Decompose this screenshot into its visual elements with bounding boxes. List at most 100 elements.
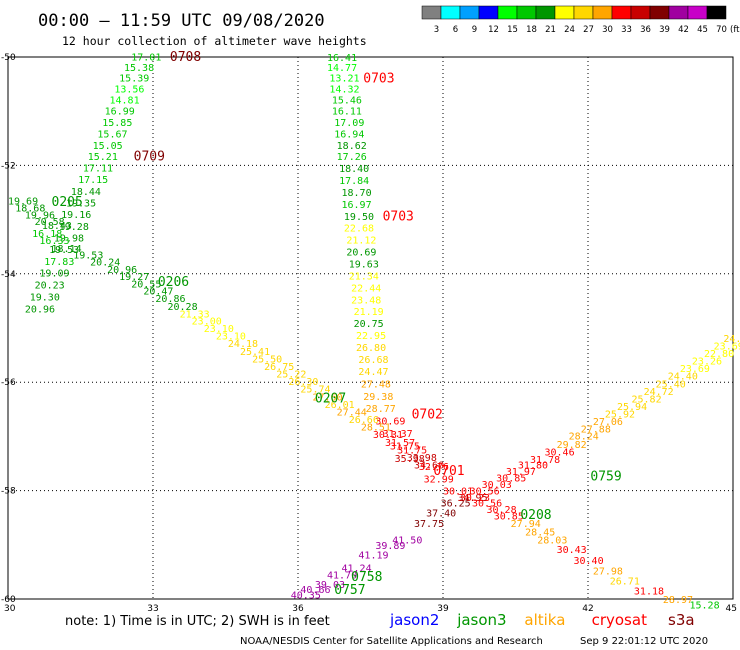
wave-height-value: 19.16	[61, 210, 91, 221]
wave-height-value: 25.74	[300, 385, 330, 396]
wave-height-value: 16.97	[342, 200, 372, 211]
satellite-name: jason2	[389, 611, 439, 629]
pass-time-label: 0759	[590, 469, 621, 484]
wave-height-value: 39.89	[375, 541, 405, 552]
wave-height-value: 17.83	[44, 257, 74, 268]
wave-height-value: 16.33	[39, 236, 69, 247]
wave-height-value: 19.53	[73, 250, 103, 261]
wave-height-value: 28.51	[361, 423, 391, 434]
chart-title: 00:00 – 11:59 UTC 09/08/2020	[38, 11, 325, 31]
y-tick-label: -56	[1, 378, 16, 388]
wave-height-value: 30.85	[496, 474, 526, 485]
wave-height-value: 20.55	[131, 280, 161, 291]
pass-time-label: 0208	[520, 508, 551, 523]
legend-tick-label: 6	[453, 25, 458, 35]
wave-height-value: 28.97	[663, 595, 693, 606]
wave-height-value: 20.24	[90, 257, 120, 268]
satellite-name: cryosat	[592, 611, 647, 629]
legend-swatch	[478, 5, 499, 20]
wave-height-value: 14.32	[329, 84, 359, 95]
wave-height-value: 17.15	[78, 175, 108, 186]
wave-height-value: 34.60	[414, 461, 444, 472]
wave-height-value: 27.98	[593, 566, 623, 577]
wave-height-value: 30.23	[460, 493, 490, 504]
wave-height-value: 25.40	[656, 379, 686, 390]
wave-height-value: 19.96	[25, 211, 55, 222]
wave-height-value: 26.68	[358, 355, 388, 366]
wave-height-value: 30.46	[545, 448, 575, 459]
wave-height-value: 31.78	[530, 455, 560, 466]
wave-height-value: 24.40	[668, 372, 698, 383]
plot-area	[7, 56, 734, 600]
y-tick-label: -54	[1, 270, 16, 280]
wave-height-value: 18.70	[342, 188, 372, 199]
wave-height-value: 28.45	[525, 527, 555, 538]
wave-height-value: 17.26	[337, 152, 367, 163]
wave-height-value: 31.57	[385, 438, 415, 449]
wave-height-value: 15.38	[124, 63, 154, 74]
wave-height-value: 36.25	[441, 499, 471, 510]
y-tick-label: -58	[1, 487, 16, 497]
legend-tick-label: 12	[488, 25, 499, 35]
wave-height-value: 25.82	[632, 394, 662, 405]
wave-height-value: 41.50	[392, 535, 422, 546]
wave-height-value: 26.75	[264, 362, 294, 373]
legend-tick-label: 18	[526, 25, 537, 35]
pass-time-label: 0709	[134, 150, 165, 165]
legend-swatch	[592, 5, 613, 20]
wave-height-value: 18.68	[15, 204, 45, 215]
wave-height-value: 14.81	[110, 95, 140, 106]
wave-height-value: 19.09	[39, 269, 69, 280]
credit-agency: NOAA/NESDIS Center for Satellite Applica…	[240, 636, 543, 647]
wave-height-value: 20.75	[354, 319, 384, 330]
wave-height-value: 19.53	[49, 245, 79, 256]
x-tick-label: 39	[437, 604, 449, 614]
legend-swatch	[649, 5, 670, 20]
wave-height-value: 23.10	[204, 324, 234, 335]
wave-height-value: 21.34	[349, 271, 379, 282]
wave-height-value: 23.48	[351, 295, 381, 306]
legend-swatch	[573, 5, 594, 20]
wave-height-value: 33.98	[407, 453, 437, 464]
legend-tick-label: 9	[472, 25, 477, 35]
wave-height-value: 19.98	[54, 233, 84, 244]
wave-height-value: 22.80	[704, 349, 734, 360]
wave-height-value: 20.96	[107, 265, 137, 276]
wave-height-value: 23.00	[192, 316, 222, 327]
wave-height-value: 27.94	[511, 519, 541, 530]
wave-height-value: 22.68	[344, 224, 374, 235]
wave-height-value: 40.66	[300, 585, 330, 596]
plot-frame	[7, 56, 734, 600]
wave-height-value: 41.70	[327, 571, 357, 582]
y-tick-label: -52	[1, 161, 16, 171]
wave-height-value: 17.09	[334, 118, 364, 129]
wave-height-value: 16.94	[334, 129, 364, 140]
legend-tick-label: 70	[716, 25, 727, 35]
satellite-name: altika	[524, 611, 565, 629]
wave-height-value: 31.75	[390, 442, 420, 453]
wave-height-value: 21.12	[346, 236, 376, 247]
pass-time-label: 0758	[351, 570, 382, 585]
wave-height-value: 31.75	[397, 445, 427, 456]
wave-height-value: 31.80	[518, 461, 548, 472]
legend-swatch	[611, 5, 632, 20]
satellite-name: s3a	[668, 611, 695, 629]
wave-height-value: 26.80	[356, 343, 386, 354]
satellite-name: jason3	[456, 611, 506, 629]
wave-height-value: 30.31	[373, 430, 403, 441]
legend-swatch	[459, 5, 480, 20]
credit-timestamp: Sep 9 22:01:12 UTC 2020	[580, 636, 708, 647]
wave-height-value: 30.43	[557, 545, 587, 556]
legend-tick-label: 36	[640, 25, 651, 35]
wave-height-value: 18.40	[339, 164, 369, 175]
wave-height-value: 20.86	[155, 294, 185, 305]
legend-swatch	[687, 5, 708, 20]
wave-height-value: 16.11	[332, 107, 362, 118]
pass-time-label: 0703	[363, 72, 394, 87]
legend-tick-label: 15	[507, 25, 518, 35]
pass-time-label: 0703	[383, 209, 414, 224]
legend-tick-label: 27	[583, 25, 594, 35]
wave-height-labels: 17.0115.3815.3913.5614.8116.9915.8515.67…	[8, 52, 740, 611]
wave-height-value: 23.10	[216, 332, 246, 343]
